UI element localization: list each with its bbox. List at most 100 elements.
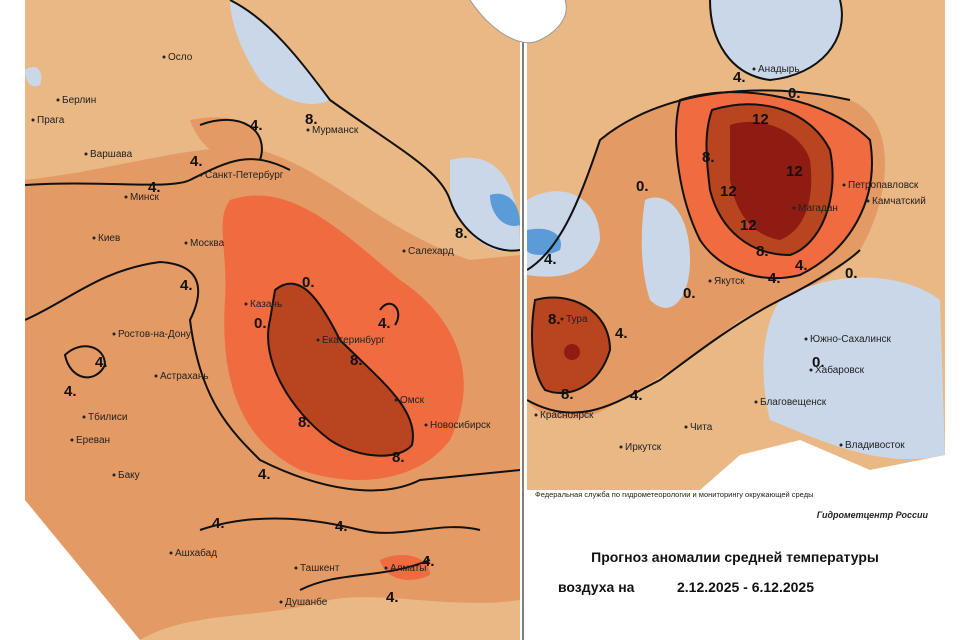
contour-line (705, 103, 834, 257)
contour-label: 0. (812, 354, 825, 371)
anomaly-fill (268, 283, 414, 456)
contour-label: 8. (702, 149, 715, 166)
contour-line (63, 345, 107, 379)
city-label: Москва (190, 238, 225, 249)
city-dot (31, 118, 35, 122)
contour-label: 4. (250, 117, 263, 134)
contour-line (267, 282, 415, 457)
center-text: Гидрометцентр России (817, 510, 929, 520)
city-dot (752, 67, 756, 71)
city-label: Баку (118, 470, 140, 481)
city-label: Ашхабад (175, 547, 217, 559)
city-dot (199, 173, 203, 177)
city-dot (534, 413, 538, 417)
city-dot (804, 337, 808, 341)
cold-area (763, 277, 945, 460)
contour-line (675, 91, 873, 280)
contour-label: 4. (258, 466, 271, 483)
city-label: Берлин (62, 95, 96, 106)
cold-area (230, 0, 330, 104)
city-label: Чита (690, 422, 713, 433)
city-label: Владивосток (845, 440, 905, 451)
city-label: Южно-Сахалинск (810, 334, 891, 345)
contour-label: 4. (64, 383, 77, 400)
city-label: Магадан (798, 203, 838, 214)
contour-label: 4. (190, 153, 203, 170)
city-dot (56, 98, 60, 102)
city-label: Ростов-на-Дону (118, 329, 191, 340)
contour-label: 0. (788, 85, 801, 102)
date-range: 2.12.2025 - 6.12.2025 (677, 579, 814, 595)
anomaly-core (564, 344, 580, 360)
contour-label: 4. (378, 315, 391, 332)
contour-line (527, 89, 851, 271)
contour-label: 0. (636, 178, 649, 195)
contour-label: 12 (720, 183, 737, 200)
contour-label: 4. (335, 518, 348, 535)
city-dot (112, 332, 116, 336)
city-dot (92, 236, 96, 240)
right-map (527, 0, 945, 490)
city-label: Мурманск (312, 125, 359, 136)
city-dot (866, 199, 870, 203)
labels: Федеральная служба по гидрометеорологии … (31, 52, 929, 608)
contour-label: 4. (544, 251, 557, 268)
contour-label: 0. (845, 265, 858, 282)
city-dot (839, 443, 843, 447)
city-label: Петропавловск (848, 180, 919, 191)
cold-area (710, 0, 842, 80)
city-dot (124, 195, 128, 199)
city-dot (384, 566, 388, 570)
city-label: Салехард (408, 246, 454, 257)
city-label: Варшава (90, 149, 133, 160)
city-label: Якутск (714, 276, 745, 287)
city-dot (684, 425, 688, 429)
city-dot (244, 302, 248, 306)
contour-label: 0. (302, 274, 315, 291)
city-label: Екатеринбург (322, 334, 385, 346)
contour-line (199, 517, 481, 534)
city-dot (402, 249, 406, 253)
city-label: Красноярск (540, 410, 594, 421)
city-label: Омск (400, 395, 425, 406)
city-label: Ереван (76, 435, 110, 446)
city-label: Новосибирск (430, 419, 491, 431)
city-dot (169, 551, 173, 555)
contour-label: 4. (212, 515, 225, 532)
city-dot (184, 241, 188, 245)
city-dot (424, 423, 428, 427)
city-dot (316, 338, 320, 342)
contour-line (299, 559, 431, 591)
city-label: Астрахань (160, 371, 209, 382)
date-prefix: воздуха на (558, 579, 635, 595)
contour-label: 4. (422, 553, 435, 570)
city-dot (560, 317, 564, 321)
contour-label: 4. (615, 325, 628, 342)
city-dot (84, 152, 88, 156)
contour-line (25, 260, 520, 492)
city-label: Камчатский (872, 196, 926, 207)
city-dot (754, 400, 758, 404)
anomaly-fill (190, 117, 262, 163)
contour-label: 8. (561, 386, 574, 403)
anomaly-fill (730, 121, 812, 240)
city-label: Душанбе (285, 596, 328, 608)
city-dot (306, 128, 310, 132)
city-dot (792, 206, 796, 210)
contour-label: 4. (95, 354, 108, 371)
contour-line (379, 302, 400, 326)
contour-line (199, 119, 263, 161)
contour-line (531, 296, 612, 395)
contour-line (25, 158, 291, 186)
city-dot (294, 566, 298, 570)
contour-line (709, 0, 843, 82)
city-dot (619, 445, 623, 449)
contour-label: 8. (298, 414, 311, 431)
contour-line (527, 249, 861, 414)
contour-label: 4. (733, 69, 746, 86)
city-dot (279, 600, 283, 604)
city-label: Санкт-Петербург (205, 169, 284, 181)
contour-label: 4. (386, 589, 399, 606)
cold-area (25, 66, 42, 87)
city-label: Хабаровск (815, 364, 865, 376)
